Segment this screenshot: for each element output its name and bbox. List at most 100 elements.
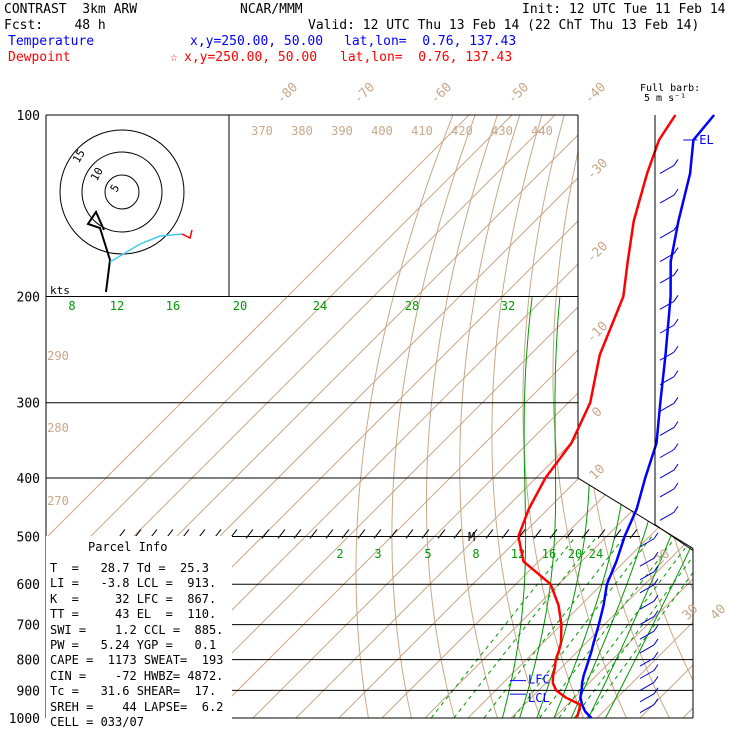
dry-adiabat-label: 280 [47, 421, 69, 435]
hatch-tick [469, 529, 478, 539]
hatch-tick [453, 529, 462, 539]
pressure-tick-label: 500 [17, 530, 40, 545]
moist-label-upper: 24 [313, 299, 327, 313]
hodograph-ring-label: 10 [88, 165, 106, 183]
wind-barb-flag [673, 370, 679, 377]
moist-label-upper: 20 [233, 299, 247, 313]
wind-barb [659, 427, 675, 436]
mixing-ratio-label: 3 [374, 547, 381, 561]
wind-barb [639, 600, 655, 610]
hatch-tick [341, 529, 350, 539]
mixing-ratio-label: 16 [542, 547, 556, 561]
mixing-ratio-label: 8 [472, 547, 479, 561]
wind-barb [659, 376, 675, 386]
hodograph-ring [81, 151, 163, 233]
wind-barb-flag [673, 247, 679, 254]
dry-adiabat-line [522, 115, 584, 718]
dry-adiabat-label: 290 [47, 349, 69, 363]
dry-adiabat-line [663, 115, 693, 718]
wind-barb [639, 704, 655, 714]
wind-barb-flag [673, 188, 679, 196]
moist-label-upper: 32 [501, 299, 515, 313]
dry-adiabat-line [552, 115, 627, 718]
parcel-info-line: K = 32 LFC = 867. [50, 591, 217, 606]
isotherm-label: -60 [428, 80, 455, 107]
wind-barb-flag [653, 594, 659, 602]
parcel-info-line: TT = 43 EL = 110. [50, 607, 217, 622]
mixing-ratio-label: 5 [424, 547, 431, 561]
pressure-tick-label: 900 [17, 684, 40, 699]
parcel-info-panel: Parcel Info T = 28.7 Td = 25.3 LI = -3.8 … [46, 536, 232, 729]
hatch-tick [565, 529, 574, 539]
wind-barb-flag [653, 551, 659, 559]
barb-note-2: 5 m s⁻¹ [644, 93, 687, 104]
isotherm-label-right: 40 [708, 602, 730, 624]
mixing-ratio-label: 20 [568, 547, 582, 561]
pressure-tick-label: 600 [17, 578, 40, 593]
wind-barb [659, 402, 675, 412]
wind-barb [659, 449, 675, 459]
wind-barb [659, 300, 675, 310]
wind-barb [639, 584, 655, 594]
wind-barb [659, 253, 675, 262]
wind-barb [659, 488, 675, 498]
parcel-info-line: Tc = 31.6 SHEAR= 17. [50, 684, 217, 699]
hatch-tick [533, 529, 542, 539]
wind-barb [639, 538, 655, 548]
hatch-tick [421, 529, 430, 539]
hatch-tick [389, 529, 398, 539]
isotherm-line [209, 115, 693, 718]
isotherm-line [682, 115, 693, 718]
wind-barb-flag [673, 482, 679, 490]
mixing-ratio-line [430, 536, 577, 718]
isotherm-line [252, 115, 693, 718]
parcel-info-line: LI = -3.8 LCL = 913. [50, 576, 217, 591]
wind-barb [639, 630, 655, 640]
wind-barb-flag [673, 397, 679, 404]
wind-barb-flag [673, 443, 679, 450]
moist-label-upper: 8 [68, 299, 75, 313]
wind-barb-flag [653, 624, 659, 632]
wind-barb-flag [653, 578, 659, 586]
theta-label: 390 [331, 124, 353, 138]
wind-barbs [639, 115, 694, 714]
dry-adiabat-line [355, 115, 454, 718]
hatch-tick [325, 529, 334, 539]
pressure-tick-label: 700 [17, 619, 40, 634]
dewpoint-legend: Dewpoint [8, 50, 71, 65]
hodograph-ring-label: 15 [70, 147, 88, 165]
dry-adiabat-line [715, 115, 740, 718]
wind-barb [639, 681, 655, 691]
wind-barb-flag [653, 651, 659, 659]
wind-barb-flag [673, 159, 679, 166]
wind-barb-flag [673, 223, 679, 231]
moist-label-upper: 12 [110, 299, 124, 313]
parcel-info-title: Parcel Info [88, 540, 168, 554]
isotherm-line [46, 115, 470, 718]
mixing-ratio-line [512, 536, 653, 718]
hodograph-top-trace [181, 229, 193, 240]
dewpoint-xy: x,y=250.00, 50.00 [184, 50, 318, 65]
wind-barb-flag [673, 505, 679, 513]
wind-barb [659, 351, 675, 361]
wind-barb [639, 670, 655, 679]
isotherm-label-right: 10 [587, 462, 609, 484]
theta-label: 370 [251, 124, 273, 138]
moist-adiabat-line [536, 296, 594, 718]
isotherm-label: -80 [274, 80, 301, 107]
dry-adiabat-line [491, 115, 543, 718]
pressure-tick-label: 800 [17, 654, 40, 669]
wind-barb-flag [673, 295, 679, 302]
hatch-tick [309, 529, 318, 539]
wind-barb [639, 644, 655, 654]
wind-barb [639, 616, 655, 626]
dry-adiabat-line [689, 115, 693, 718]
lfc-label: LFC [528, 673, 550, 687]
hodograph-ring [104, 174, 140, 210]
parcel-info-line: PW = 5.24 YGP = 0.1 [50, 638, 217, 652]
hatch-tick [277, 529, 286, 539]
isotherm-label: -40 [582, 80, 609, 107]
dry-adiabat-line [426, 115, 498, 718]
wind-barb [659, 165, 675, 174]
parcel-info-line: CELL = 033/07 [50, 715, 144, 729]
